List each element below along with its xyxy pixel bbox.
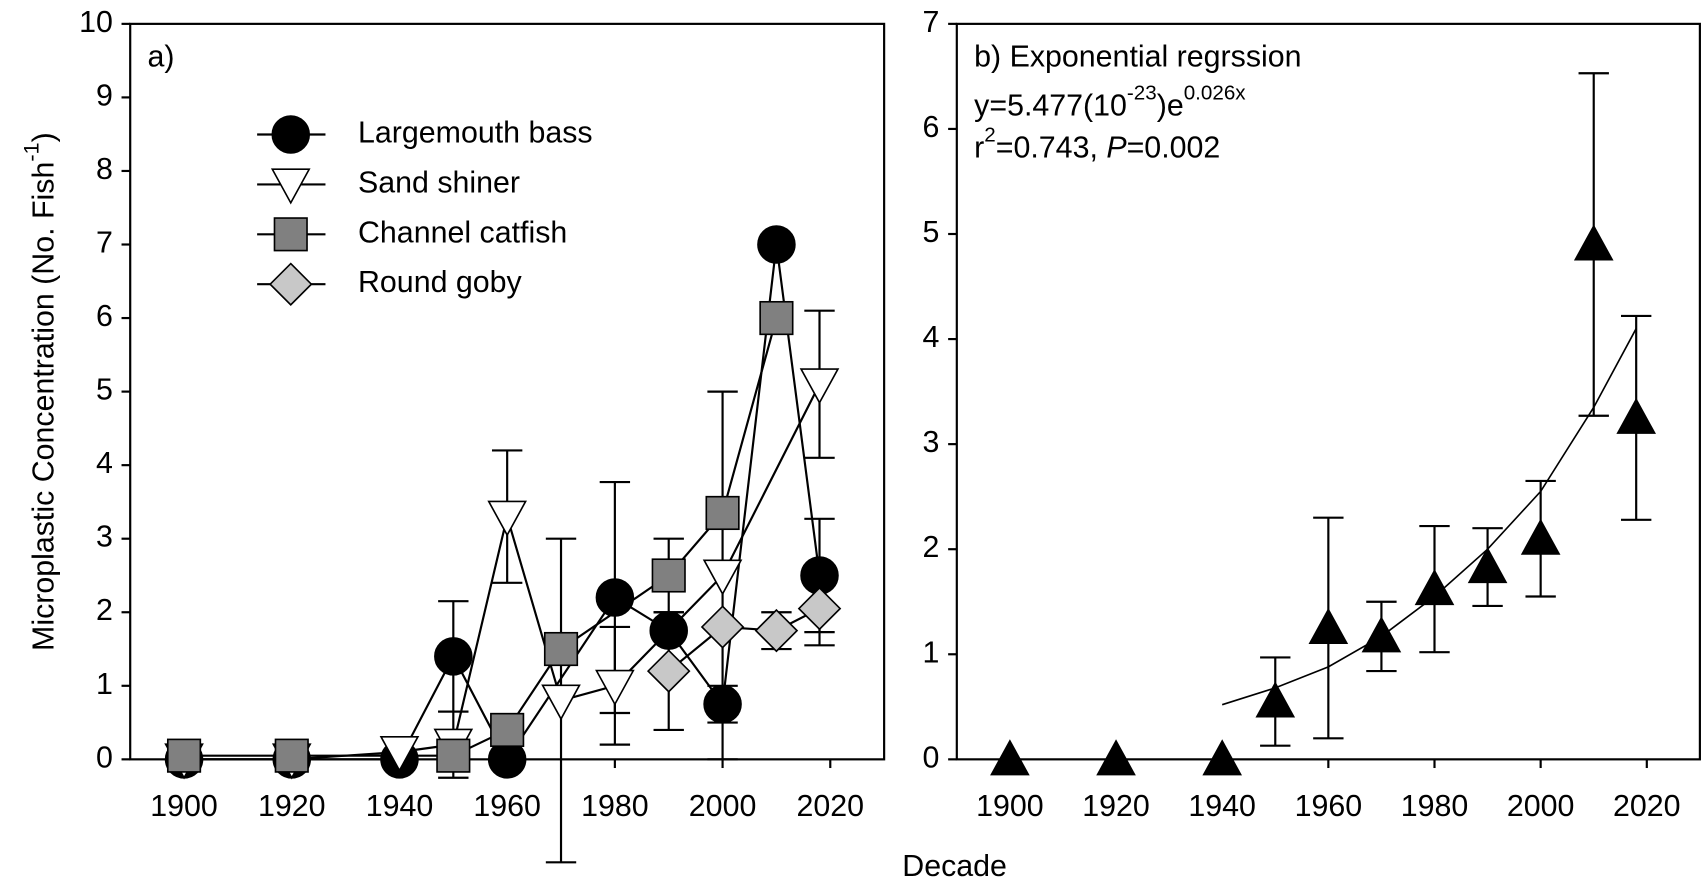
marker	[759, 300, 794, 336]
series-line	[668, 607, 821, 672]
marker	[490, 712, 525, 748]
marker	[487, 500, 527, 537]
x-tick-label: 1940	[1188, 790, 1256, 823]
marker	[268, 262, 313, 306]
marker	[649, 611, 688, 650]
y-tick-label: 6	[923, 111, 940, 144]
x-axis-label: Decade	[902, 850, 1007, 883]
x-tick-label: 1940	[366, 790, 434, 823]
marker	[166, 738, 202, 773]
marker	[1414, 569, 1455, 606]
y-axis-label-text: Microplastic Concentration (No. Fish	[28, 162, 61, 651]
x-tick-label: 2020	[1613, 790, 1681, 823]
panel-label: b) Exponential regrssion	[974, 41, 1301, 74]
marker	[271, 115, 311, 154]
equation-part: y=5.477(10	[974, 89, 1127, 122]
equation-sup: 0.026x	[1184, 82, 1247, 105]
x-tick-label: 2000	[689, 790, 757, 823]
x-tick-label: 1960	[1295, 790, 1363, 823]
marker	[757, 225, 796, 264]
y-tick-label: 6	[96, 300, 113, 333]
x-tick-label: 2000	[1507, 790, 1575, 823]
y-tick-label: 4	[96, 447, 113, 480]
series-line	[184, 317, 778, 757]
marker	[1361, 616, 1402, 653]
x-tick-label: 2020	[797, 790, 865, 823]
x-tick-label: 1920	[258, 790, 326, 823]
marker	[1520, 518, 1561, 555]
y-tick-label: 5	[923, 216, 940, 249]
y-tick-label: 10	[79, 6, 113, 39]
y-tick-label: 8	[96, 153, 113, 186]
y-axis-label-sup: -1	[18, 142, 43, 161]
y-axis-label-text: )	[28, 132, 61, 142]
x-tick-label: 1900	[976, 790, 1044, 823]
x-tick-label: 1980	[581, 790, 649, 823]
stats-part: =0.002	[1127, 132, 1221, 165]
marker	[700, 605, 745, 649]
marker	[379, 735, 420, 773]
y-tick-label: 3	[96, 521, 113, 554]
marker	[1096, 739, 1136, 776]
y-tick-label: 5	[96, 374, 113, 407]
y-tick-label: 3	[923, 426, 940, 459]
marker	[990, 739, 1030, 776]
marker	[703, 684, 742, 724]
x-tick-label: 1900	[150, 790, 218, 823]
marker	[1255, 681, 1296, 718]
marker	[754, 608, 799, 653]
marker	[705, 495, 740, 531]
legend-label: Sand shiner	[358, 166, 520, 199]
y-tick-label: 1	[96, 668, 113, 701]
marker	[270, 168, 311, 205]
x-tick-label: 1960	[473, 790, 541, 823]
y-tick-label: 7	[923, 6, 940, 39]
marker	[541, 684, 581, 721]
legend-label: Channel catfish	[358, 216, 567, 249]
stats-part: =0.743,	[996, 132, 1107, 165]
stats-sup: 2	[984, 124, 995, 147]
marker	[595, 669, 635, 706]
legend-label: Largemouth bass	[358, 117, 593, 150]
marker	[1467, 546, 1508, 584]
equation-part: )e	[1157, 89, 1184, 122]
marker	[702, 559, 743, 596]
stats: r2=0.743, P=0.002	[974, 124, 1220, 165]
marker	[1202, 739, 1243, 776]
legend-label: Round goby	[358, 266, 523, 299]
y-tick-label: 4	[923, 321, 940, 354]
y-axis-label: Microplastic Concentration (No. Fish-1)	[18, 132, 60, 651]
x-tick-label: 1920	[1082, 790, 1150, 823]
stats-part: r	[974, 132, 984, 165]
marker	[651, 558, 686, 593]
y-tick-label: 1	[923, 636, 940, 669]
marker	[595, 578, 635, 617]
y-tick-label: 7	[96, 227, 113, 260]
marker	[274, 738, 309, 773]
y-tick-label: 0	[96, 741, 113, 774]
marker	[1573, 224, 1614, 261]
equation-sup: -23	[1127, 82, 1157, 105]
y-tick-label: 2	[96, 594, 113, 627]
marker	[797, 586, 842, 631]
x-tick-label: 1980	[1401, 790, 1469, 823]
marker	[1616, 397, 1657, 434]
marker	[1308, 607, 1349, 645]
marker	[646, 649, 691, 693]
y-tick-label: 9	[96, 79, 113, 112]
marker	[543, 631, 579, 667]
marker	[273, 217, 308, 252]
y-tick-label: 0	[923, 741, 940, 774]
panel-label: a)	[148, 41, 175, 74]
equation: y=5.477(10-23)e0.026x	[974, 82, 1246, 123]
fit-curve	[1221, 328, 1637, 706]
marker	[799, 368, 840, 405]
marker	[434, 637, 473, 676]
stats-italic: P	[1106, 132, 1127, 165]
marker	[436, 738, 471, 773]
y-tick-label: 2	[923, 531, 940, 564]
